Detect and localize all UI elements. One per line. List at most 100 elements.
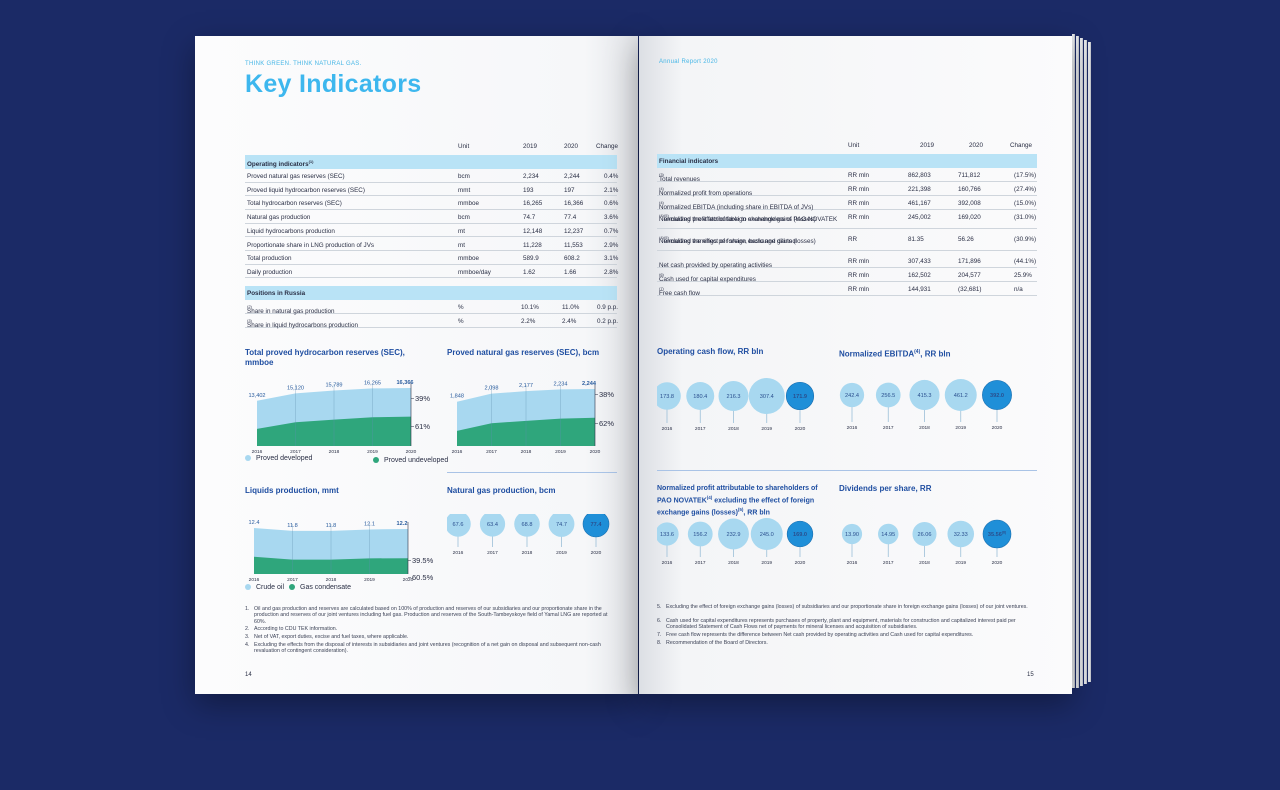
footnote-ref: (3): [659, 172, 664, 177]
data-label: 12.2: [397, 521, 408, 527]
footnote-ref: (4): [659, 200, 664, 205]
tick-label: 2018: [326, 577, 337, 582]
tick-label: 2016: [453, 550, 464, 556]
cell-2019: 144,931: [908, 286, 931, 293]
liquids-area-chart: 2016 2017 2018 2019 2020 12.4 11.8 11.8 12.1 12.2…: [249, 520, 434, 582]
footnote-ref: (8): [1002, 531, 1006, 535]
tick-label: 2020: [591, 550, 602, 556]
legend-label: Crude oil: [256, 584, 285, 591]
data-label: 68.8: [522, 522, 533, 528]
col-2019: 2019: [523, 143, 538, 150]
chart-title-ebitda: Normalized EBITDA(4), RR bln: [839, 347, 950, 360]
cell-label: Total production: [247, 255, 292, 263]
cell-2020: 392,008: [958, 200, 981, 207]
data-label: 256.5: [881, 393, 895, 399]
col-unit: Unit: [848, 142, 860, 149]
tick-label: 2016: [662, 560, 673, 566]
title-text: PAO NOVATEK: [657, 497, 707, 505]
tick-label: 2020: [992, 425, 1003, 431]
cell-2019: 221,398: [908, 186, 931, 193]
bubble: [657, 522, 679, 546]
cell-2019: 11,228: [523, 241, 542, 249]
col-change: Change: [1010, 142, 1033, 149]
data-label: 11.8: [326, 523, 336, 529]
cell-change: 0.6%: [604, 200, 619, 208]
cell-2020: (32,681): [958, 286, 982, 293]
bubble: [686, 382, 715, 410]
cell-2020: 711,812: [958, 172, 981, 179]
title-text: exchange gains (losses): [657, 509, 738, 517]
cell-change: 2.9%: [604, 241, 619, 249]
footnote-text: Recommendation of the Board of Directors…: [666, 640, 768, 646]
tick-label: 2018: [728, 560, 739, 566]
bubble: [909, 379, 940, 411]
footnote-text: Excluding the effects from the disposal …: [254, 642, 601, 655]
cell-2020: 11,553: [564, 241, 583, 249]
gas-production-bubble-chart: 67.6 2016 63.4 2017 68.8 2018 74.7 2019 77.4 2020: [447, 514, 610, 556]
cell-2020: 2.4%: [562, 318, 577, 325]
footnote-ref: (5): [737, 507, 744, 513]
page-stack-edge: [1080, 38, 1083, 686]
cell-text: Share in natural gas production: [247, 308, 335, 315]
data-label: 242.4: [845, 393, 859, 399]
tick-label: 2018: [919, 425, 930, 431]
data-label: 169.0: [793, 532, 807, 538]
bubble: [657, 382, 681, 410]
table-row: Liquid hydrocarbons production mt 12,148 12…: [245, 224, 618, 238]
bubble: [687, 521, 713, 547]
cell-unit: RR mln: [848, 172, 869, 179]
footnote-number: 4.: [245, 642, 250, 648]
bubble: [785, 381, 815, 411]
legend-developed: Proved developed: [245, 455, 312, 462]
cell-text: Free cash flow: [659, 290, 700, 297]
cell-text: Normalized profit from operations: [659, 190, 753, 197]
tick-label: 2016: [847, 425, 858, 431]
cell-unit: RR mln: [848, 200, 869, 207]
footnote-text: Excluding the effect of foreign exchange…: [666, 604, 1028, 610]
cell-unit: %: [458, 304, 464, 311]
cell-unit: mmboe/day: [458, 268, 491, 276]
data-label: 13,402: [248, 393, 265, 399]
cell-change: (31.0%): [1014, 214, 1037, 221]
table-row: Proved natural gas reserves (SEC) bcm 2,23…: [245, 169, 618, 183]
cell-label: Normalized earnings per share, basic and…: [659, 234, 839, 245]
cell-unit: RR: [848, 236, 858, 243]
legend-label: Gas condensate: [300, 584, 351, 591]
bubble: [839, 382, 865, 408]
col-unit: Unit: [458, 143, 470, 150]
table-row: Share in liquid hydrocarbons production(…: [245, 314, 619, 329]
data-label: 74.7: [556, 522, 567, 528]
data-label: 307.4: [760, 394, 774, 400]
page-stack-edge: [1072, 34, 1075, 688]
bubble: [841, 523, 863, 545]
data-label: 15,120: [287, 385, 304, 391]
page-stack-edge: [1084, 40, 1087, 684]
dividends-bubble-chart: 13.90 2016 14.95 2017 26.06 2018 32.33 2019 35.5…: [841, 519, 1012, 566]
table-row: Proportionate share in LNG production of…: [245, 238, 619, 252]
cell-text: Cash used for capital expenditures: [659, 276, 756, 283]
cell-2020: 2,244: [564, 173, 580, 180]
section-financial: Financial indicators: [657, 154, 1037, 168]
profit-bubble-chart: 133.6 2016 156.2 2017 232.9 2018 245.0 2019 169.…: [657, 518, 814, 566]
cell-unit: mmt: [458, 186, 471, 194]
cell-unit: %: [458, 318, 464, 325]
col-2020: 2020: [564, 143, 579, 150]
share-label: 62%: [599, 419, 614, 428]
footnote-number: 7.: [657, 632, 662, 639]
footnote-ref: (6): [659, 272, 664, 277]
cell-change: 0.2 p.p.: [597, 318, 619, 325]
cell-unit: RR mln: [848, 186, 869, 193]
table-row: Total revenues (3) RR mln 862,803 711,812 (17…: [657, 168, 1037, 183]
table-row: Total hydrocarbon reserves (SEC) mmboe 16,…: [245, 196, 619, 210]
data-label: 67.6: [453, 522, 464, 528]
cell-unit: mt: [458, 241, 465, 249]
share-label: 39.5%: [412, 556, 434, 565]
tick-label: 2020: [795, 560, 806, 566]
footnote-text: Free cash flow represents the difference…: [666, 632, 974, 639]
section-operating: Operating indicators(1): [245, 155, 617, 169]
footnote-ref: (1): [308, 159, 314, 164]
cell-2020: 77.4: [564, 214, 577, 222]
tick-label: 2017: [486, 449, 497, 454]
slogan: THINK GREEN. THINK NATURAL GAS.: [245, 61, 362, 67]
cell-label: Normalized profit from operations (4): [659, 186, 752, 197]
